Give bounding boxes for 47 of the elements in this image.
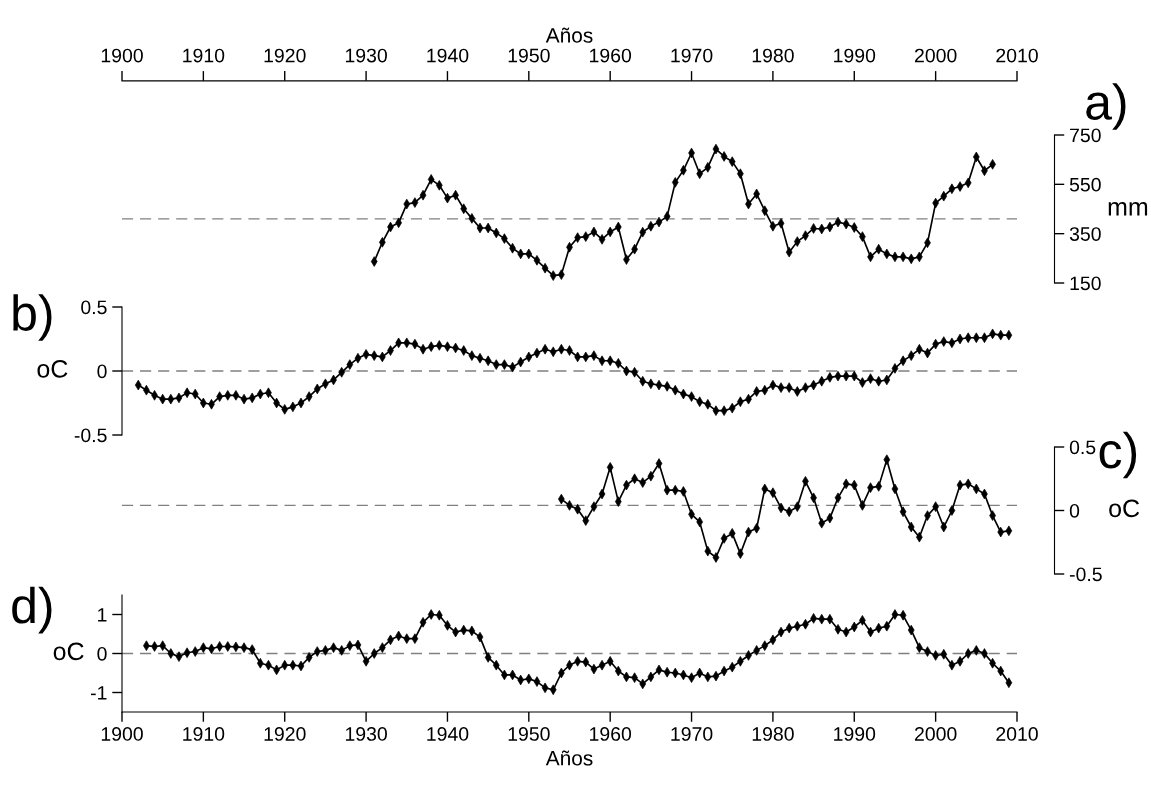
x-tick-label: 1920 [264, 727, 306, 741]
x-tick-label: 1950 [508, 48, 550, 63]
y-tick-label: -0.5 [1069, 567, 1102, 582]
y-axis-title: mm [1108, 202, 1148, 216]
y-axis-title: oC [53, 642, 84, 661]
y-tick-label: 150 [1070, 276, 1101, 291]
y-tick-label: -0.5 [74, 428, 107, 443]
x-tick-label: 1950 [508, 727, 550, 741]
x-tick-label: 1990 [834, 48, 876, 63]
x-tick-label: 1980 [752, 727, 794, 741]
x-tick-label: 1900 [101, 48, 143, 63]
y-tick-label: 0.5 [81, 300, 107, 315]
y-tick-label: 550 [1069, 177, 1101, 192]
x-tick-label: 1930 [345, 48, 387, 63]
y-tick-label: 0.5 [1069, 440, 1096, 455]
chart-title: a) [1086, 83, 1126, 130]
x-tick-label: 1940 [427, 727, 469, 741]
x-tick-label: 2010 [996, 48, 1038, 63]
y-tick-label: -1 [90, 686, 107, 700]
x-axis-title: Años [545, 27, 593, 43]
y-axis-title: oC [37, 360, 68, 378]
x-tick-label: 1990 [834, 727, 876, 741]
y-tick-label: 0 [97, 364, 107, 379]
text: c) [1099, 431, 1137, 479]
x-tick-label: 1970 [671, 48, 713, 63]
x-tick-label: 2010 [996, 727, 1038, 741]
y-axis-title: oC [1109, 499, 1140, 518]
x-axis-title: Años [545, 750, 593, 766]
x-tick-label: 1920 [264, 48, 306, 63]
x-tick-label: 1910 [183, 727, 225, 741]
x-tick-label: 2000 [914, 48, 957, 63]
x-tick-label: 1960 [590, 727, 632, 741]
x-tick-label: 1910 [183, 48, 225, 63]
y-tick-label: 0 [97, 646, 107, 661]
y-tick-label: 750 [1070, 128, 1101, 143]
x-tick-label: 1900 [101, 727, 143, 741]
y-tick-label: 1 [98, 608, 107, 622]
chart-title: b) [13, 294, 52, 341]
x-tick-label: 1930 [345, 727, 387, 741]
chart-title: d) [12, 586, 52, 634]
y-tick-label: 0 [1069, 503, 1080, 518]
x-tick-label: 1970 [671, 727, 713, 741]
y-tick-label: 350 [1069, 227, 1101, 241]
x-tick-label: 2000 [914, 727, 957, 741]
x-tick-label: 1940 [427, 48, 469, 63]
x-tick-label: 1960 [590, 48, 632, 63]
x-tick-label: 1980 [752, 48, 794, 63]
